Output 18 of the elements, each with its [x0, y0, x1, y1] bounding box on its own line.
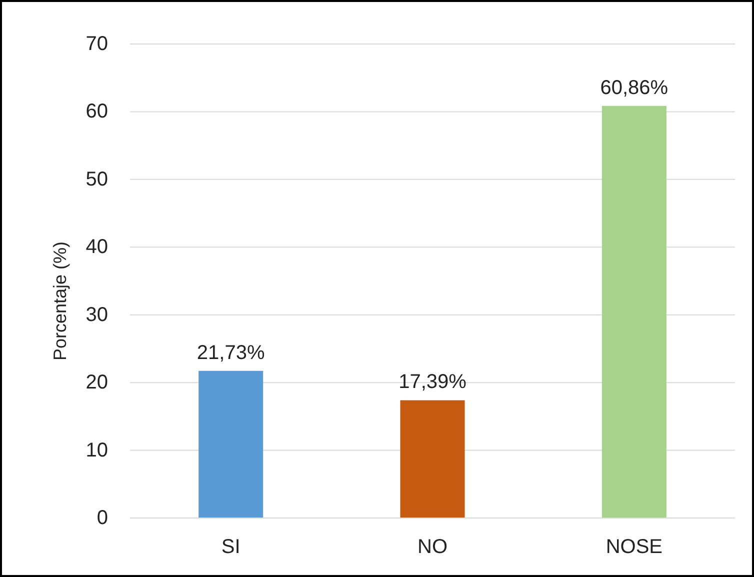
- bar: [602, 106, 666, 518]
- y-tick-label: 20: [86, 372, 108, 394]
- y-tick-label: 60: [86, 100, 108, 123]
- y-tick-label: 50: [86, 168, 108, 190]
- y-tick-label: 10: [86, 439, 108, 462]
- x-tick-label: NOSE: [606, 536, 663, 558]
- data-label: 21,73%: [196, 342, 265, 364]
- y-tick-label: 40: [86, 236, 108, 258]
- data-label: 17,39%: [398, 371, 467, 394]
- x-tick-label: NO: [418, 536, 448, 558]
- x-tick-label: SI: [221, 536, 240, 558]
- y-tick-label: 0: [96, 507, 108, 529]
- data-label: 60,86%: [600, 76, 668, 99]
- y-tick-label: 30: [86, 304, 108, 326]
- y-axis-title: Porcentaje (%): [50, 241, 70, 361]
- bar: [400, 400, 465, 518]
- y-tick-label: 70: [86, 33, 108, 55]
- bar: [198, 370, 264, 518]
